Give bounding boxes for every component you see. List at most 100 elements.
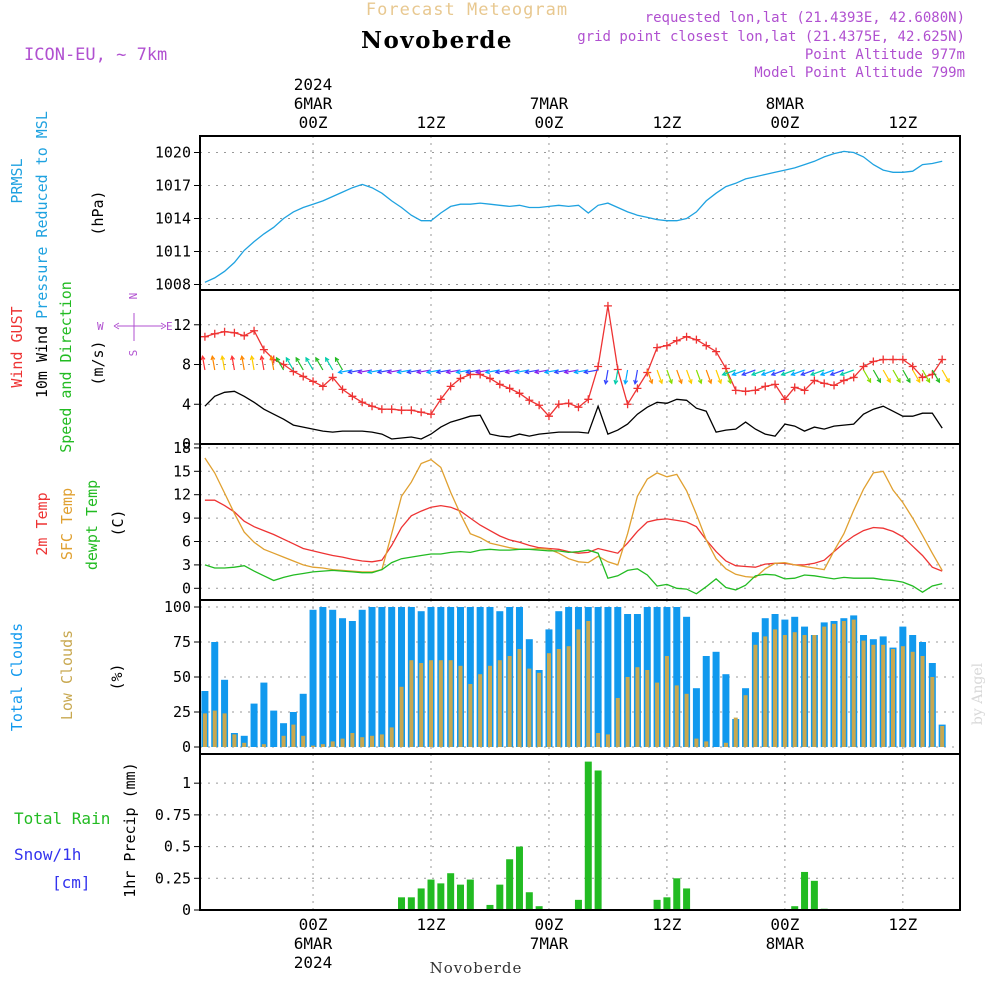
gust-marker: [662, 341, 671, 350]
total-cloud-bar: [348, 621, 356, 747]
panel-label-speed-and-direction: Speed and Direction: [57, 281, 75, 453]
low-cloud-bar: [694, 738, 699, 747]
gust-marker: [672, 336, 681, 345]
gust-marker: [495, 380, 504, 389]
low-cloud-bar: [448, 660, 453, 747]
wind-arrow-head: [494, 369, 500, 375]
wind-direction-arrow: [931, 369, 940, 383]
low-cloud-bar: [566, 646, 571, 747]
wind-arrow-head: [200, 354, 206, 361]
panel-precip: 0 0.25 0.5 0.75 1 Total Rain Snow/1h [cm] 1hr Pr…: [14, 753, 961, 919]
panel-temperature: 0 3 6 9 12 15 18 2m Temp SFC Temp dewpt Temp (C): [33, 439, 961, 601]
panel-label-dewpt-temp: dewpt Temp: [83, 480, 101, 570]
watermark: by Angel: [970, 662, 986, 725]
panel-frame: [199, 135, 961, 291]
series-prmsl: [204, 150, 943, 283]
low-cloud-bar: [242, 742, 247, 747]
panel-label-low-clouds: Low Clouds: [58, 630, 76, 720]
wind-arrow-head: [474, 369, 481, 375]
wind-direction-arrow: [820, 369, 835, 376]
wind-arrow-head: [707, 379, 713, 385]
low-cloud-bar: [232, 734, 237, 747]
low-cloud-bar: [222, 713, 227, 747]
wind-direction-arrow: [634, 369, 639, 384]
precip-bar: [466, 879, 474, 910]
wind-direction-arrow: [260, 356, 265, 371]
low-cloud-bar: [291, 724, 296, 747]
low-cloud-bar: [605, 734, 610, 747]
wind-arrow-head: [658, 379, 664, 385]
low-cloud-bar: [527, 668, 532, 747]
location-title: Novoberde: [361, 27, 513, 54]
series-dewpt-temp: [204, 548, 943, 595]
gust-marker: [436, 395, 445, 404]
wind-arrow-head: [269, 354, 275, 361]
top-time-label: 12Z: [417, 113, 446, 132]
low-cloud-bar: [399, 686, 404, 747]
gust-marker: [849, 373, 858, 382]
top-time-label: 00Z: [535, 113, 564, 132]
bottom-time-label: 12Z: [417, 915, 446, 934]
label-total-rain: Total Rain: [14, 809, 110, 828]
total-cloud-bar: [319, 607, 327, 747]
gust-marker: [210, 329, 219, 338]
point-altitude: Point Altitude 977m: [805, 47, 965, 63]
wind-direction-arrow: [892, 369, 901, 383]
gust-marker: [407, 406, 416, 415]
gust-marker: [623, 400, 632, 409]
wind-direction-arrow: [771, 369, 786, 376]
bottom-time-label: 7MAR: [530, 934, 569, 953]
low-cloud-bar: [822, 626, 827, 747]
wind-arrow-head: [668, 379, 673, 385]
low-cloud-bar: [930, 677, 935, 747]
wind-arrow-head: [809, 371, 816, 376]
wind-arrow-head: [455, 369, 461, 375]
wind-compass: N S W E: [97, 293, 173, 357]
series-wind-gust: [204, 305, 943, 418]
low-cloud-bar: [645, 670, 650, 747]
low-cloud-bar: [674, 685, 679, 747]
panel-wind: 0 4 8 12 Wind GUST 10m Wind Speed and Directio…: [8, 281, 961, 453]
low-cloud-bar: [487, 665, 492, 747]
gust-marker: [938, 355, 947, 364]
wind-direction-arrow: [732, 369, 746, 376]
footer-location: Novoberde: [430, 959, 523, 977]
wind-arrow-head: [603, 379, 609, 386]
wind-direction-arrow: [801, 369, 815, 376]
gust-marker: [554, 400, 563, 409]
panel-label--c-: (C): [109, 509, 127, 536]
panel-label-pressure-reduced-to-msl: Pressure Reduced to MSL: [33, 111, 51, 319]
low-cloud-bar: [841, 621, 846, 747]
gust-marker: [387, 405, 396, 414]
wind-direction-arrow: [231, 356, 235, 371]
total-cloud-bar: [388, 607, 396, 747]
gust-marker: [908, 362, 917, 371]
wind-arrow-head: [800, 371, 806, 376]
gust-marker: [544, 412, 553, 421]
compass-w: W: [97, 320, 104, 333]
wind-arrow-head: [543, 369, 549, 375]
gust-marker: [682, 332, 691, 341]
low-cloud-bar: [704, 741, 709, 747]
top-time-label: 00Z: [299, 113, 328, 132]
gust-marker: [830, 381, 839, 390]
low-cloud-bar: [320, 744, 325, 747]
gust-marker: [820, 379, 829, 388]
wind-direction-arrow: [584, 369, 599, 374]
wind-arrow-head: [886, 378, 891, 384]
total-cloud-bar: [712, 651, 720, 747]
low-cloud-bar: [379, 734, 384, 747]
wind-direction-arrow: [882, 369, 891, 383]
wind-direction-arrow: [872, 369, 881, 383]
wind-direction-arrow: [715, 369, 722, 384]
wind-direction-arrow: [270, 356, 275, 371]
low-cloud-bar: [507, 656, 512, 747]
precip-bar: [407, 897, 415, 910]
wind-arrow-head: [220, 354, 226, 361]
wind-arrow-head: [386, 369, 392, 375]
compass-cross: [113, 313, 167, 341]
wind-arrow-head: [760, 371, 766, 376]
gust-marker: [869, 357, 878, 366]
gust-marker: [377, 405, 386, 414]
